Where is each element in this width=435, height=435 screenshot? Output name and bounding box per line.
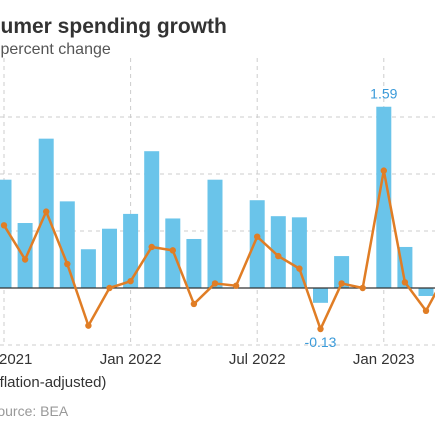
bar — [207, 179, 223, 288]
data-label: -0.13 — [305, 334, 337, 350]
legend-line-label: Real (inflation-adjusted) — [0, 374, 107, 391]
line-point — [127, 277, 134, 285]
x-tick-label: Jul 2022 — [229, 351, 286, 368]
bar — [249, 200, 265, 288]
chart-subtitle: Monthly percent change — [0, 41, 111, 58]
x-tick-label: Jan 2022 — [100, 351, 162, 368]
bar — [270, 216, 286, 288]
line-point — [169, 247, 176, 254]
x-tick-label: Jan 2023 — [353, 351, 415, 368]
bar — [102, 228, 117, 288]
bar — [376, 106, 392, 289]
line-point — [359, 284, 366, 292]
line-point — [64, 260, 71, 268]
bar — [291, 217, 307, 288]
line-point — [401, 279, 409, 286]
data-label: 1.59 — [370, 86, 397, 102]
line-point — [254, 233, 261, 240]
line-point — [43, 208, 50, 215]
line-point — [0, 222, 8, 229]
bar — [59, 201, 75, 288]
bar — [313, 288, 328, 303]
line-point — [338, 280, 345, 287]
bar — [144, 151, 160, 288]
line-point — [106, 284, 113, 292]
line-point — [211, 280, 219, 287]
bar — [0, 179, 12, 288]
chart-title: Consumer spending growth — [0, 15, 227, 38]
bar — [186, 238, 202, 288]
source-note: Source: BEA — [0, 403, 69, 419]
bar — [17, 223, 33, 288]
bar — [334, 256, 350, 288]
bar — [418, 288, 434, 296]
line-point — [21, 256, 29, 263]
line-point — [232, 282, 240, 289]
line-point — [380, 167, 387, 174]
bar — [80, 249, 96, 288]
line-point — [190, 300, 198, 308]
line-point — [317, 325, 324, 333]
bar — [123, 213, 139, 288]
line-point — [148, 243, 155, 251]
line-point — [422, 307, 430, 314]
line-point — [85, 322, 92, 329]
line-point — [296, 265, 303, 272]
x-tick-label: Jul 2021 — [0, 351, 32, 368]
line-point — [275, 252, 282, 260]
